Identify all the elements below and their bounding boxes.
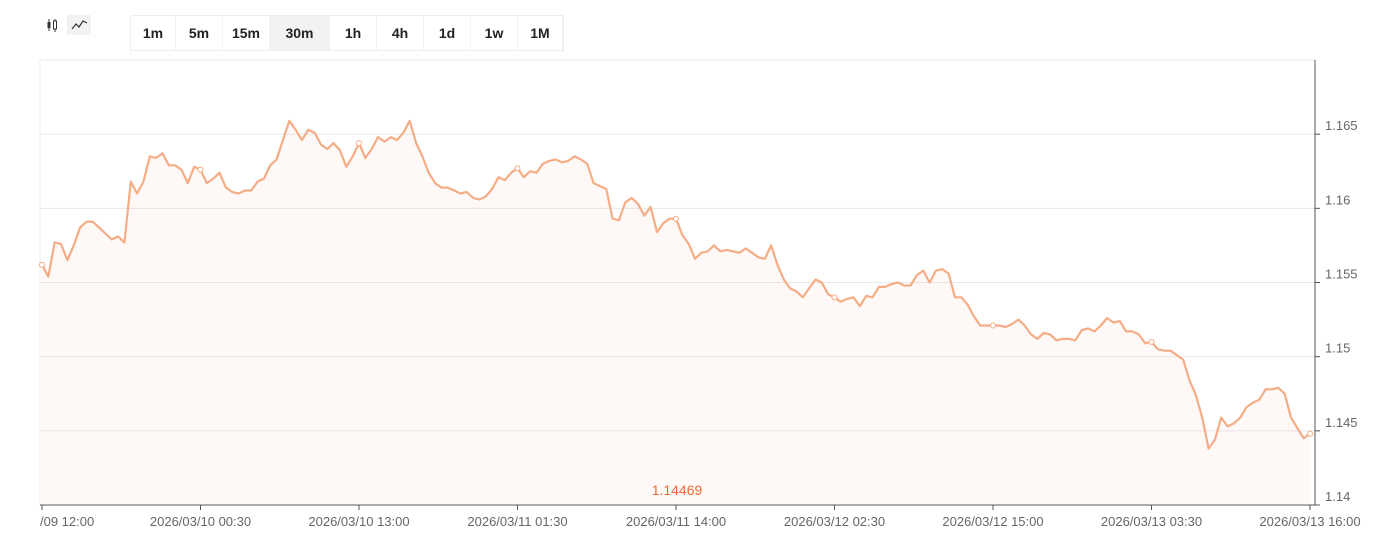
point-marker — [39, 261, 45, 268]
interval-button[interactable]: 30m — [270, 16, 330, 50]
price-annotation: 1.14469 — [652, 482, 703, 498]
interval-button[interactable]: 1h — [330, 16, 377, 50]
interval-button[interactable]: 1M — [518, 16, 563, 50]
icon-stroke — [53, 20, 57, 30]
y-tick-label: 1.15 — [1325, 341, 1350, 356]
point-marker — [1307, 430, 1313, 437]
area-fill — [42, 120, 1310, 506]
x-tick-label: 2026/03/13 16:00 — [1259, 514, 1360, 529]
point-marker — [514, 165, 521, 172]
y-tick-label: 1.165 — [1325, 118, 1358, 133]
interval-toolbar: 1m 5m 15m 30m 1h 4h 1d 1w 1M — [130, 15, 564, 51]
y-tick-label: 1.155 — [1325, 267, 1358, 282]
x-tick-label: 2026/03/11 14:00 — [626, 514, 726, 529]
x-tick-label: 2026/03/12 15:00 — [942, 514, 1043, 529]
point-marker — [831, 294, 838, 301]
interval-button[interactable]: 4h — [377, 16, 424, 50]
x-tick-label: 2026/03/13 03:30 — [1101, 514, 1202, 529]
interval-button[interactable]: 1w — [471, 16, 518, 50]
point-marker — [1148, 338, 1155, 345]
x-tick-label: 2026/03/10 00:30 — [150, 514, 251, 529]
point-marker — [356, 140, 362, 147]
icon-stroke — [47, 22, 51, 28]
interval-button[interactable]: 5m — [176, 16, 223, 50]
point-marker — [673, 215, 679, 222]
x-tick-label: 2026/03/12 02:30 — [784, 514, 885, 529]
x-tick-label: /09 12:00 — [40, 514, 94, 529]
candle-icon[interactable] — [45, 17, 67, 35]
x-tick-label: 2026/03/10 13:00 — [308, 514, 409, 529]
y-tick-label: 1.145 — [1325, 415, 1358, 430]
interval-button[interactable]: 1m — [131, 16, 176, 50]
y-tick-label: 1.14 — [1325, 489, 1350, 504]
interval-button[interactable]: 1d — [424, 16, 471, 50]
y-tick-label: 1.16 — [1325, 192, 1350, 207]
icon-stroke — [71, 20, 88, 30]
point-marker — [197, 166, 204, 173]
point-marker — [990, 322, 996, 329]
icon-bg — [67, 15, 91, 35]
x-tick-label: 2026/03/11 01:30 — [467, 514, 567, 529]
line-icon[interactable] — [67, 15, 91, 35]
interval-button[interactable]: 15m — [223, 16, 270, 50]
